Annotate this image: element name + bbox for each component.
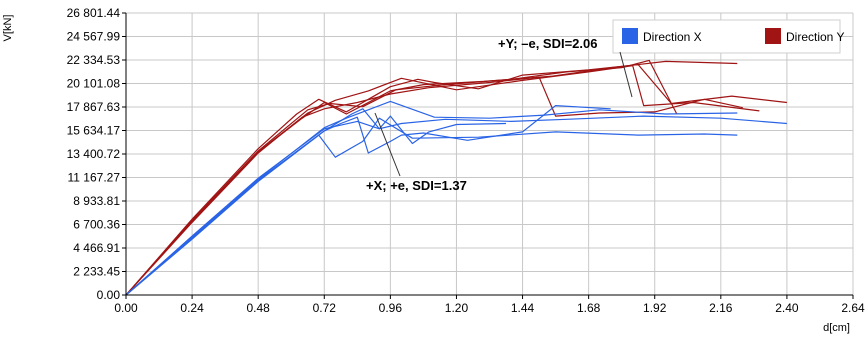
annotations: +Y; –e, SDI=2.06 +X; +e, SDI=1.37	[366, 36, 633, 193]
tick-labels: 0.00 2 233.45 4 466.91 6 700.36 8 933.81 11 1…	[67, 6, 865, 315]
x-tick-label: 0.72	[313, 301, 337, 315]
annotation-arrow-x	[374, 112, 401, 177]
legend: Direction X Direction Y	[612, 19, 844, 54]
x-tick-label: 1.92	[643, 301, 667, 315]
series-line-x	[125, 104, 611, 296]
x-tick-label: 2.40	[775, 301, 799, 315]
x-tick-label: 0.96	[379, 301, 403, 315]
y-tick-label: 4 466.91	[73, 241, 120, 255]
y-tick-label: 0.00	[97, 288, 121, 302]
legend-swatch-direction-y	[765, 28, 781, 44]
annotation-arrow-y	[619, 51, 633, 98]
legend-swatch-direction-x	[622, 28, 638, 44]
legend-box	[612, 19, 841, 54]
y-tick-label: 8 933.81	[73, 194, 120, 208]
legend-label-direction-x: Direction X	[643, 30, 702, 44]
y-tick-label: 20 101.08	[67, 77, 121, 91]
annotation-y: +Y; –e, SDI=2.06	[498, 36, 598, 51]
y-tick-label: 17 867.63	[67, 100, 121, 114]
y-tick-label: 22 334.53	[67, 53, 121, 67]
y-tick-label: 24 567.99	[67, 29, 121, 43]
x-tick-label: 1.20	[445, 301, 469, 315]
y-tick-label: 15 634.17	[67, 124, 121, 138]
x-tick-label: 1.44	[511, 301, 535, 315]
y-tick-label: 2 233.45	[73, 265, 120, 279]
y-tick-label: 13 400.72	[67, 147, 121, 161]
x-tick-label: 2.16	[709, 301, 733, 315]
grid	[125, 12, 854, 296]
series-layer	[125, 59, 787, 296]
series-line-y	[125, 64, 760, 296]
y-tick-label: 6 700.36	[73, 218, 120, 232]
series-line-x	[125, 117, 738, 296]
x-axis-label: d[cm]	[823, 322, 850, 334]
x-tick-label: 0.24	[180, 301, 204, 315]
y-axis-label: V[kN]	[2, 15, 14, 42]
x-tick-label: 0.48	[247, 301, 271, 315]
y-tick-label: 11 167.27	[68, 170, 121, 184]
series-line-x	[125, 100, 738, 296]
series-line-y	[125, 63, 787, 296]
x-tick-label: 1.68	[577, 301, 601, 315]
x-tick-label: 0.00	[114, 301, 138, 315]
y-tick-label: 26 801.44	[67, 6, 121, 20]
legend-label-direction-y: Direction Y	[786, 30, 844, 44]
annotation-x: +X; +e, SDI=1.37	[366, 178, 467, 193]
x-tick-label: 2.64	[841, 301, 865, 315]
series-line-x	[125, 115, 787, 296]
